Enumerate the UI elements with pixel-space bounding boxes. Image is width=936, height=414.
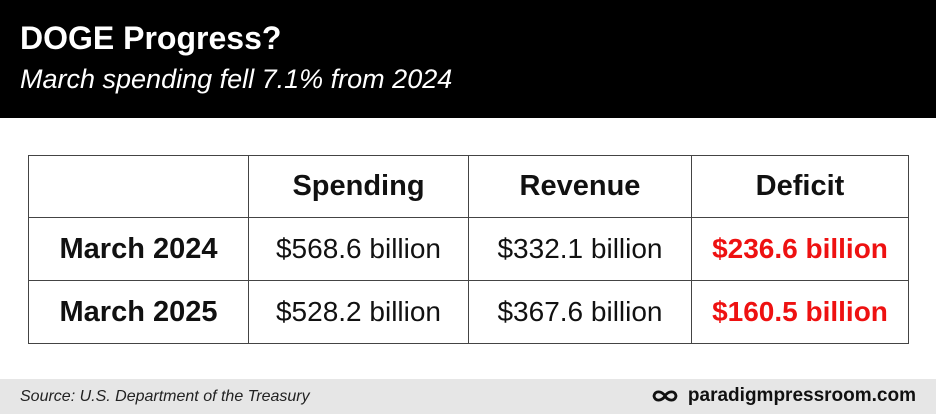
page-title: DOGE Progress? bbox=[20, 20, 282, 56]
table-row: March 2025 $528.2 billion $367.6 billion… bbox=[28, 280, 909, 344]
cell-revenue-march-2024: $332.1 billion bbox=[468, 217, 692, 281]
table-row: March 2024 $568.6 billion $332.1 billion… bbox=[28, 217, 909, 281]
cell-revenue-march-2025: $367.6 billion bbox=[468, 280, 692, 344]
data-table-container: Spending Revenue Deficit March 2024 $568… bbox=[28, 155, 909, 344]
cell-spending-march-2024: $568.6 billion bbox=[248, 217, 469, 281]
footer-bar: Source: U.S. Department of the Treasury … bbox=[0, 379, 936, 414]
brand-link[interactable]: paradigmpressroom.com bbox=[650, 385, 916, 407]
column-header-spending: Spending bbox=[248, 155, 469, 218]
source-note: Source: U.S. Department of the Treasury bbox=[20, 388, 310, 405]
page-subtitle: March spending fell 7.1% from 2024 bbox=[20, 64, 453, 94]
header-banner: DOGE Progress? March spending fell 7.1% … bbox=[0, 0, 936, 118]
table-header-row: Spending Revenue Deficit bbox=[28, 155, 909, 218]
row-label-march-2024: March 2024 bbox=[28, 217, 249, 281]
brand-name: paradigmpressroom.com bbox=[687, 385, 916, 406]
cell-spending-march-2025: $528.2 billion bbox=[248, 280, 469, 344]
cell-deficit-march-2024: $236.6 billion bbox=[691, 217, 909, 281]
column-header-revenue: Revenue bbox=[468, 155, 692, 218]
row-label-march-2025: March 2025 bbox=[28, 280, 249, 344]
column-header-deficit: Deficit bbox=[691, 155, 909, 218]
table-corner-cell bbox=[28, 155, 249, 218]
data-table: Spending Revenue Deficit March 2024 $568… bbox=[28, 155, 909, 344]
infinity-icon bbox=[652, 390, 678, 402]
cell-deficit-march-2025: $160.5 billion bbox=[691, 280, 909, 344]
